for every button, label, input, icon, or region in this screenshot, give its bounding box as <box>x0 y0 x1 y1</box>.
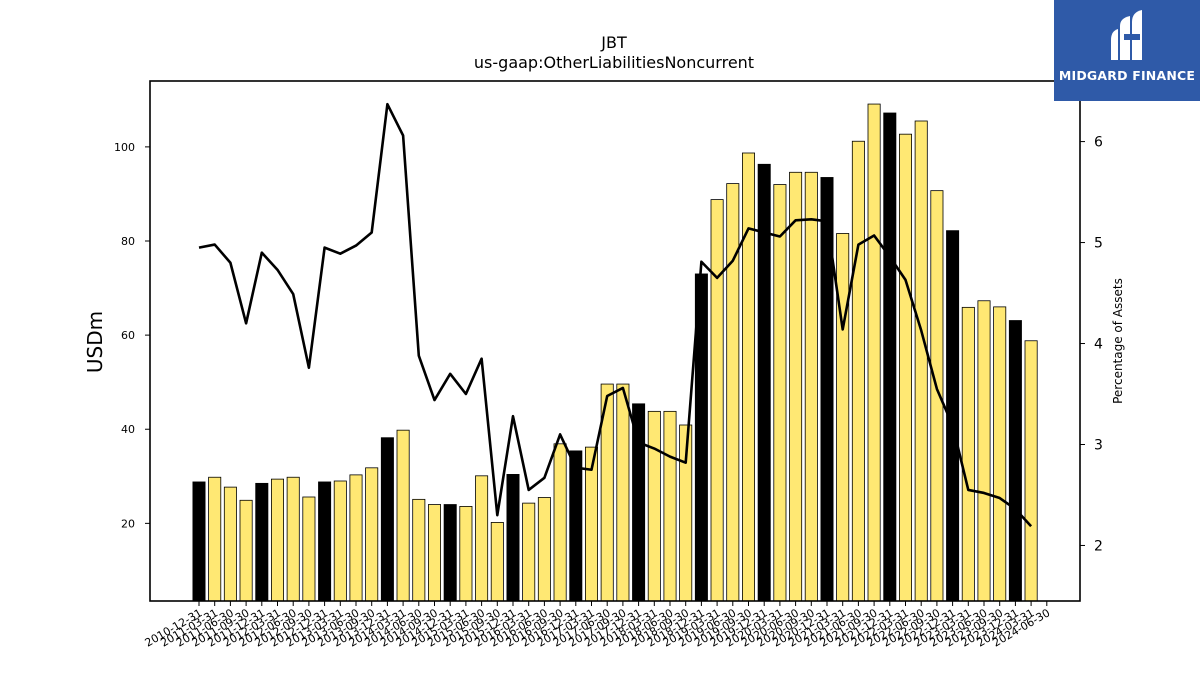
bar <box>506 474 520 602</box>
bar <box>726 183 740 602</box>
bar <box>569 450 583 602</box>
bar <box>349 474 363 602</box>
bar <box>632 403 646 602</box>
left-tick-label: 20 <box>121 517 135 530</box>
bar <box>742 152 756 602</box>
bar <box>286 476 300 602</box>
bar <box>537 497 551 602</box>
right-y-axis-label: Percentage of Assets <box>1111 278 1125 404</box>
bar <box>475 475 489 602</box>
left-tick-label: 100 <box>114 141 135 154</box>
bar <box>710 199 724 602</box>
bar <box>851 140 865 602</box>
bar <box>663 410 677 602</box>
logo-mark-icon <box>1111 10 1142 60</box>
logo-text: MIDGARD FINANCE <box>1058 68 1196 83</box>
right-tick-label: 3 <box>1094 437 1103 453</box>
bar <box>804 171 818 602</box>
bar-series <box>192 103 1038 602</box>
bar <box>380 437 394 602</box>
bar <box>789 171 803 602</box>
bar <box>365 467 379 602</box>
plot-area-frame <box>149 80 1081 602</box>
bar <box>1008 320 1022 602</box>
bar <box>333 480 347 602</box>
left-tick-label: 80 <box>121 235 135 248</box>
bar <box>522 502 536 602</box>
bar <box>820 177 834 602</box>
right-tick-label: 4 <box>1094 337 1103 353</box>
bar <box>302 496 316 602</box>
left-y-axis: 20 40 60 80 100 <box>114 141 150 530</box>
bar <box>883 112 897 602</box>
bar <box>427 504 441 602</box>
bar <box>239 499 253 602</box>
bar <box>977 300 991 602</box>
chart-title: JBT <box>600 33 627 52</box>
bar <box>192 481 206 602</box>
brand-logo: MIDGARD FINANCE <box>1054 0 1200 101</box>
bar <box>914 120 928 602</box>
bar <box>318 481 332 602</box>
bar <box>255 482 269 602</box>
bar <box>773 184 787 602</box>
bar <box>459 506 473 602</box>
bar <box>836 233 850 602</box>
line-series <box>198 102 1033 528</box>
bar <box>553 443 567 602</box>
bar <box>993 306 1007 602</box>
right-tick-label: 5 <box>1094 236 1103 252</box>
left-y-axis-label: USDm <box>83 311 107 373</box>
bar <box>396 429 410 602</box>
line-path <box>198 102 1033 528</box>
bar <box>223 486 237 602</box>
right-tick-label: 6 <box>1094 135 1103 151</box>
bar <box>1024 340 1038 602</box>
bar <box>867 103 881 602</box>
left-tick-label: 60 <box>121 329 135 342</box>
bar <box>757 163 771 602</box>
bar <box>412 498 426 602</box>
bar <box>270 478 284 602</box>
bar <box>616 383 630 602</box>
bar <box>208 476 222 602</box>
x-axis: 2010-12-312011-03-312011-06-302011-09-30… <box>143 601 1052 650</box>
chart-subtitle: us-gaap:OtherLiabilitiesNoncurrent <box>474 53 754 72</box>
right-tick-label: 2 <box>1094 538 1103 554</box>
right-y-axis: 2 3 4 5 6 <box>1080 135 1103 554</box>
bar <box>443 504 457 602</box>
bar <box>647 410 661 602</box>
bar <box>490 522 504 602</box>
bar <box>899 133 913 602</box>
left-tick-label: 40 <box>121 423 135 436</box>
bar <box>961 306 975 602</box>
